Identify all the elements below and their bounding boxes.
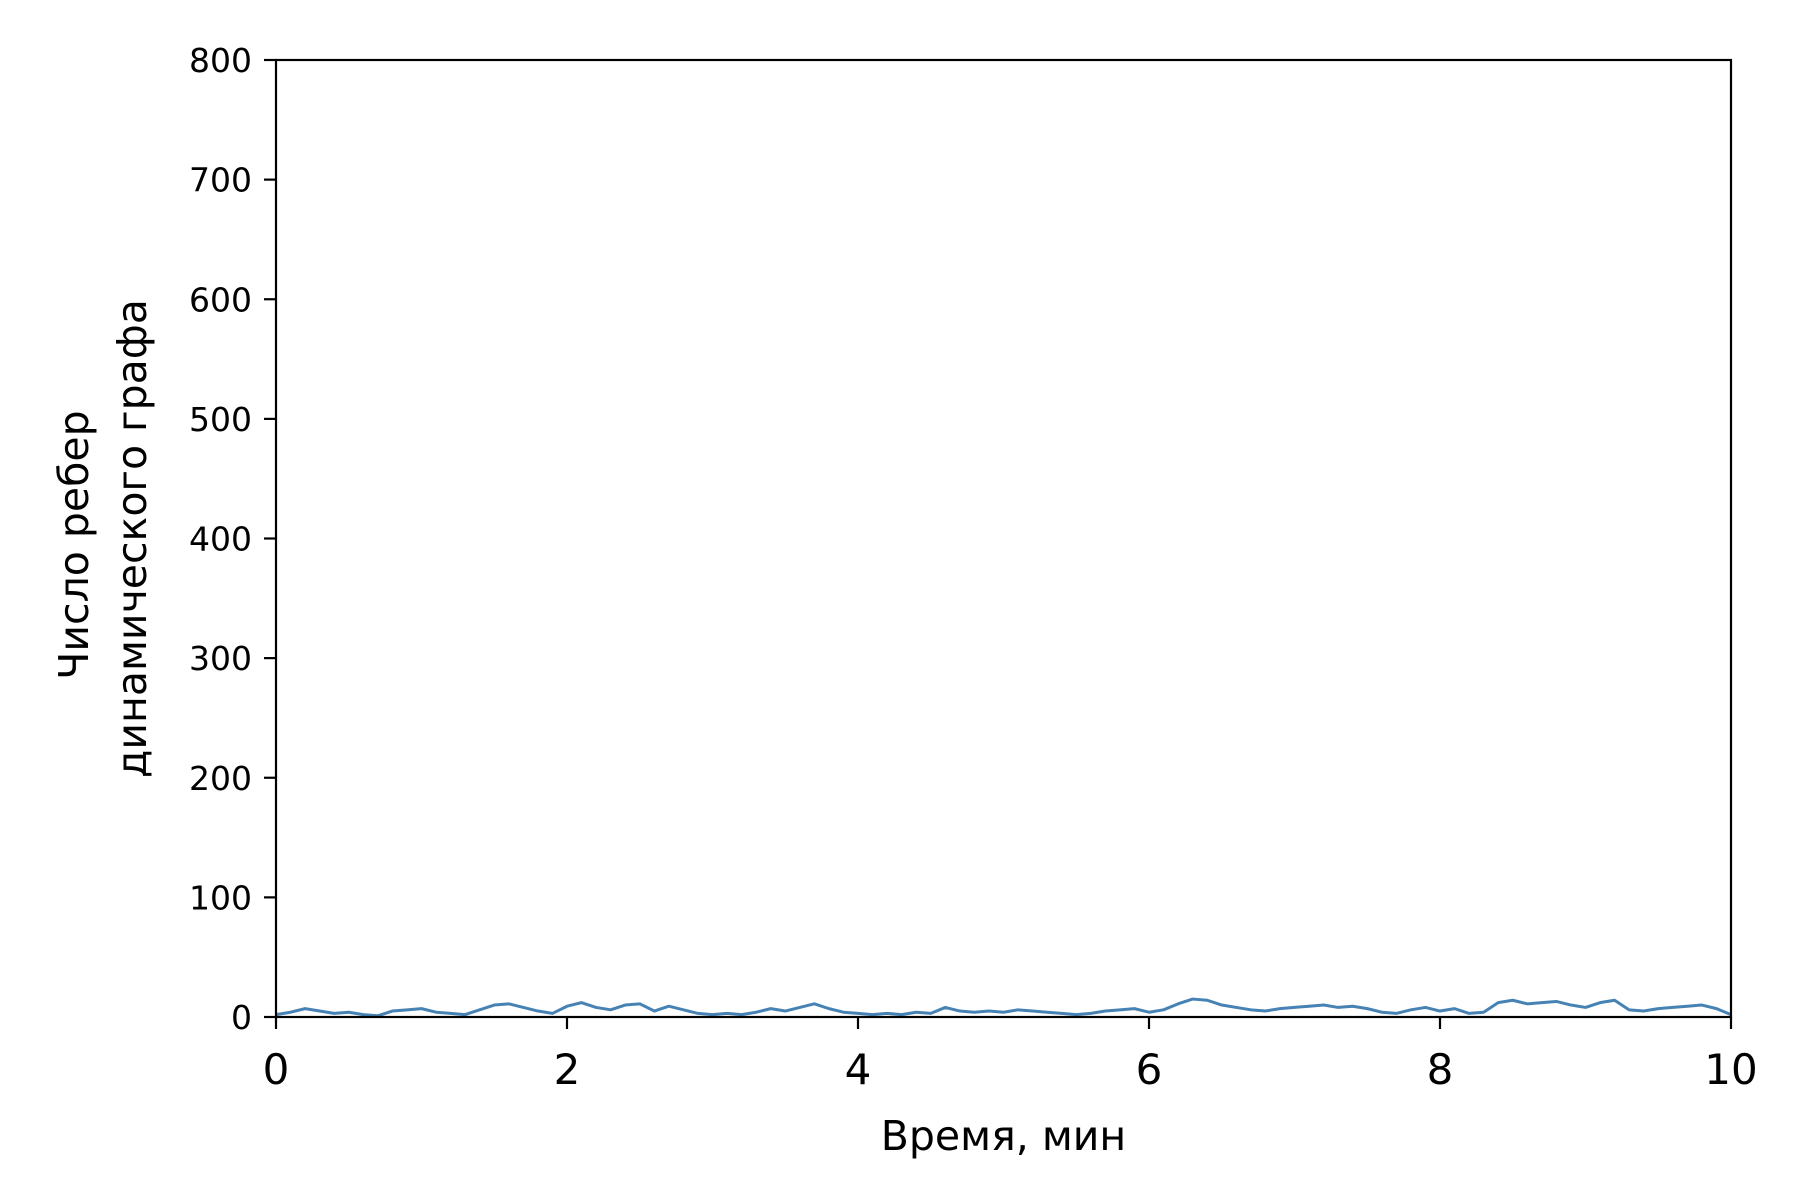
y-tick-label: 400 (189, 520, 252, 559)
y-tick-label: 800 (189, 41, 252, 80)
x-tick-label: 4 (845, 1045, 872, 1094)
y-tick-label: 700 (189, 161, 252, 200)
y-tick-label: 100 (189, 878, 252, 917)
y-tick-label: 500 (189, 400, 252, 439)
x-axis-title: Время, мин (881, 1112, 1126, 1160)
y-axis-title-line-2: динамического графа (108, 299, 156, 778)
y-axis-title: Число ребер динамического графа (50, 299, 156, 778)
plot-area-frame (274, 58, 1733, 1019)
y-axis-ticks: 0 100 200 300 400 500 600 700 800 (189, 41, 276, 1037)
y-tick-label: 600 (189, 280, 252, 319)
y-tick-label: 200 (189, 759, 252, 798)
series-line (275, 997, 1732, 1018)
x-tick-label: 2 (554, 1045, 581, 1094)
x-tick-label: 0 (263, 1045, 290, 1094)
x-axis-ticks: 0 2 4 6 8 10 (263, 1017, 1758, 1094)
y-tick-label: 0 (231, 998, 252, 1037)
x-tick-label: 6 (1136, 1045, 1163, 1094)
y-axis-title-line-1: Число ребер (50, 410, 98, 679)
x-tick-label: 8 (1427, 1045, 1454, 1094)
x-tick-label: 10 (1704, 1045, 1757, 1094)
y-tick-label: 300 (189, 639, 252, 678)
